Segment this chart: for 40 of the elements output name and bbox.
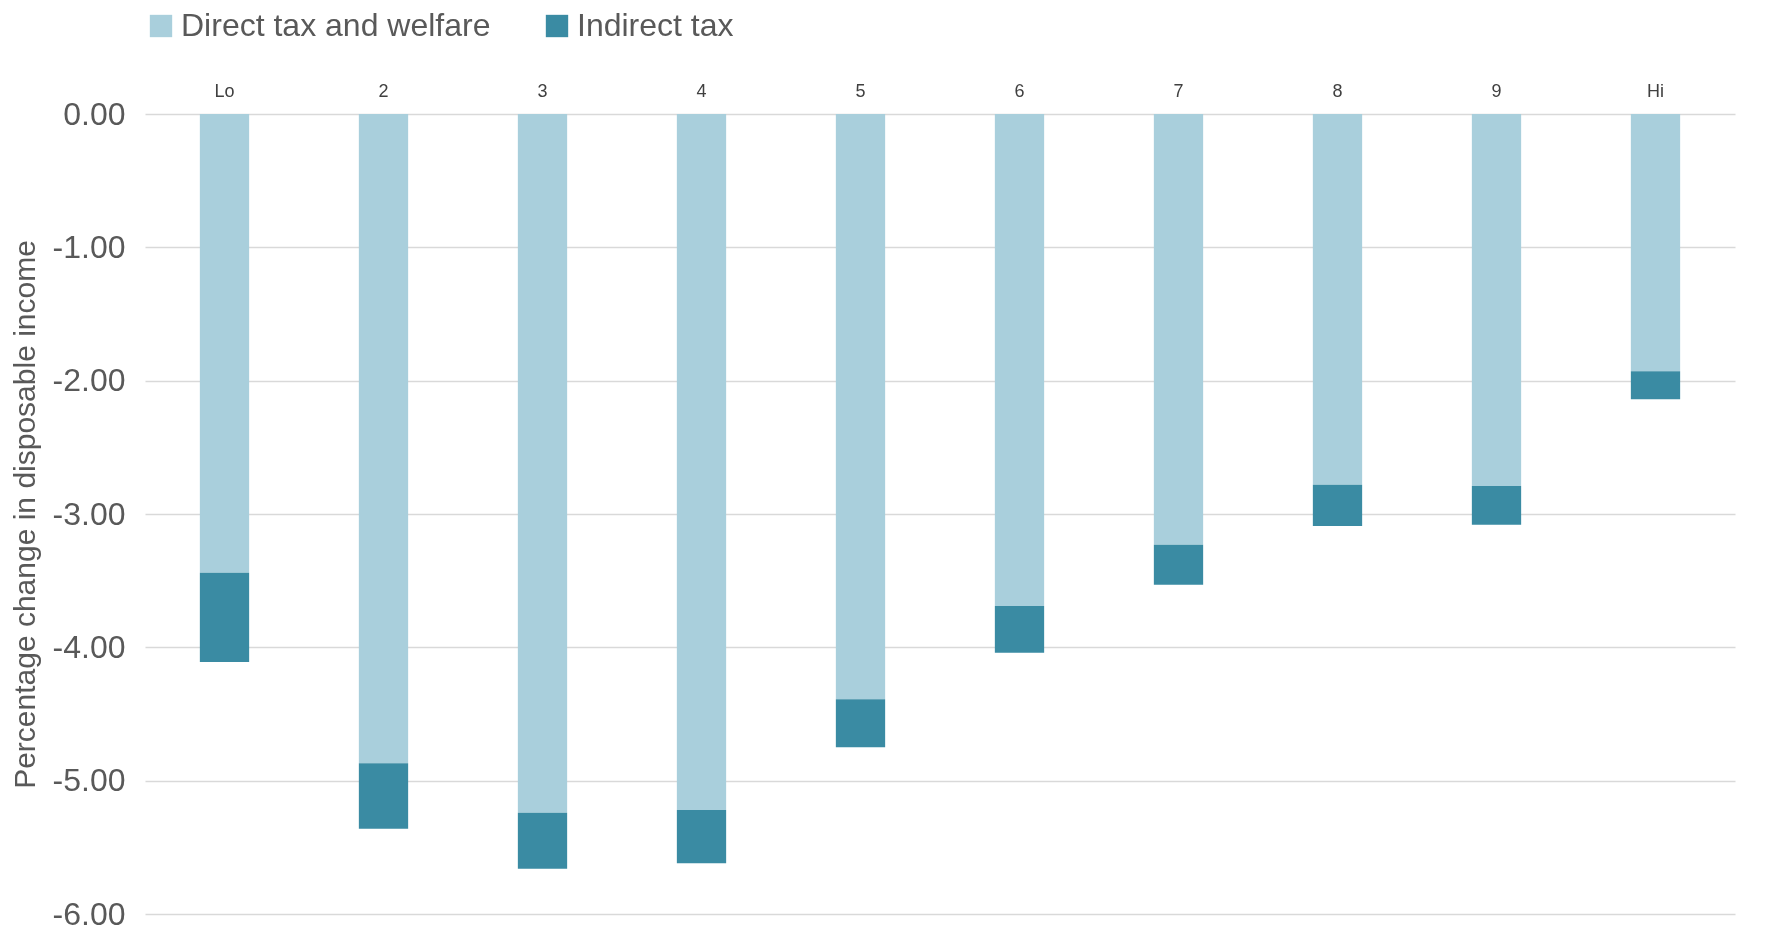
bar	[1630, 371, 1681, 400]
bar	[835, 699, 886, 748]
y-tick-label: -2.00	[52, 362, 126, 399]
legend-label: Direct tax and welfare	[181, 7, 491, 43]
bar	[199, 114, 250, 573]
x-tick-label: Hi	[1647, 80, 1664, 101]
bar	[676, 810, 727, 864]
bar	[1153, 114, 1204, 545]
bar	[1471, 486, 1522, 525]
x-tick-label: 3	[537, 80, 548, 101]
bar	[676, 114, 727, 810]
x-tick-label: 4	[696, 80, 707, 101]
x-tick-label: Lo	[214, 80, 235, 101]
bar	[358, 763, 409, 829]
x-tick-label: 6	[1014, 80, 1025, 101]
bar	[1471, 114, 1522, 486]
bar	[835, 114, 886, 700]
bar	[1312, 484, 1363, 526]
x-tick-label: 9	[1491, 80, 1502, 101]
y-tick-label: -6.00	[52, 895, 126, 932]
bar	[199, 572, 250, 662]
y-axis-title: Percentage change in disposable income	[7, 240, 41, 789]
y-tick-label: 0.00	[63, 95, 126, 132]
bar	[994, 606, 1045, 653]
bar	[1312, 114, 1363, 485]
x-tick-label: 7	[1173, 80, 1184, 101]
bar	[517, 812, 568, 869]
bar	[1630, 114, 1681, 372]
bar	[358, 114, 409, 764]
y-tick-label: -3.00	[52, 495, 126, 532]
x-tick-label: 5	[855, 80, 866, 101]
bar	[517, 114, 568, 813]
x-tick-label: 8	[1332, 80, 1343, 101]
y-tick-label: -4.00	[52, 628, 126, 665]
y-tick-label: -1.00	[52, 228, 126, 265]
x-tick-label: 2	[378, 80, 389, 101]
bar	[994, 114, 1045, 606]
bar	[1153, 544, 1204, 585]
legend-label: Indirect tax	[577, 7, 734, 43]
y-tick-label: -5.00	[52, 762, 126, 799]
